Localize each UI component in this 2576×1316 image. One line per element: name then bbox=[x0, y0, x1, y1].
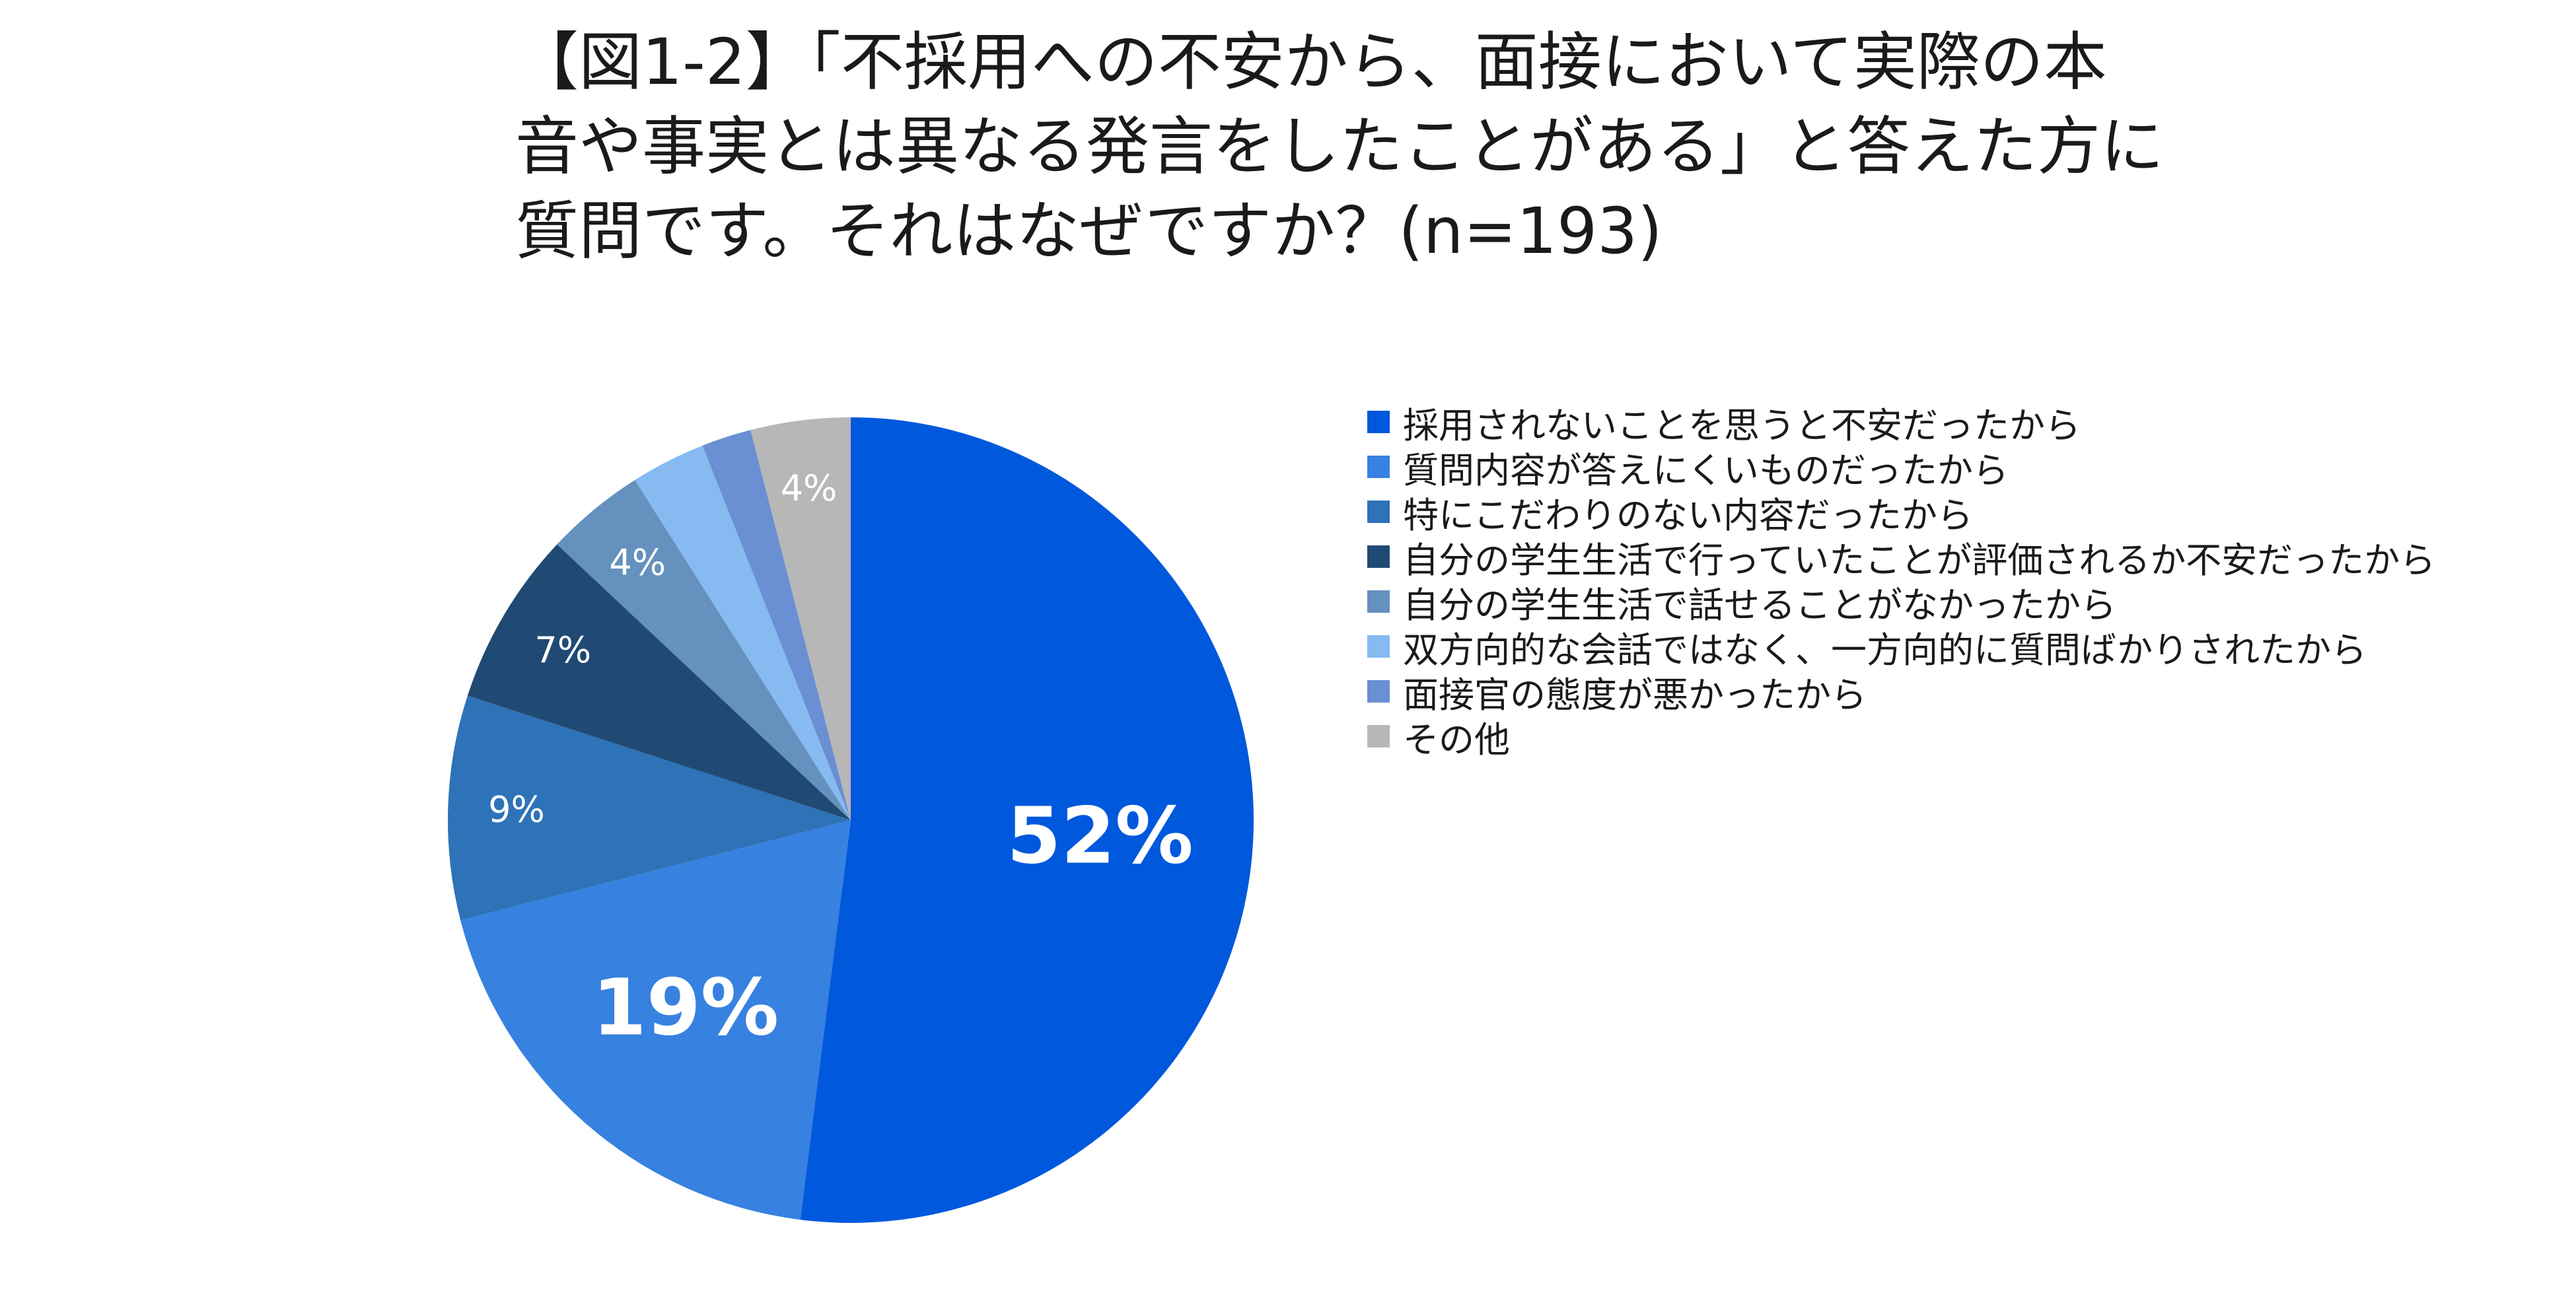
legend-swatch bbox=[1367, 501, 1390, 523]
data-label-1: 52% bbox=[1007, 790, 1193, 882]
legend-label: 採用されないことを思うと不安だったから bbox=[1403, 404, 2081, 446]
legend-label: 特にこだわりのない内容だったから bbox=[1403, 494, 1973, 536]
legend-item-5: 自分の学生生活で話せることがなかったから bbox=[1367, 579, 2435, 626]
title-line-3: 質問です。それはなぜですか？(n=193) bbox=[515, 194, 1663, 268]
legend-item-8: その他 bbox=[1367, 714, 2435, 761]
data-label-3: 9% bbox=[488, 789, 545, 831]
legend-item-7: 面接官の態度が悪かったから bbox=[1367, 669, 2435, 716]
data-label-4: 7% bbox=[534, 629, 591, 671]
pie-slice-4 bbox=[467, 544, 851, 820]
legend-item-3: 特にこだわりのない内容だったから bbox=[1367, 489, 2435, 536]
pie-slice-2 bbox=[460, 820, 851, 1220]
data-label-5: 4% bbox=[609, 541, 666, 583]
chart-title: 【図1-2】「不採用への不安から、面接において実際の本 音や事実とは異なる発言を… bbox=[515, 20, 2299, 273]
legend-swatch bbox=[1367, 635, 1390, 658]
legend-swatch bbox=[1367, 725, 1390, 747]
legend-swatch bbox=[1367, 545, 1390, 568]
pie-slices bbox=[448, 417, 1254, 1223]
legend-label: 質問内容が答えにくいものだったから bbox=[1403, 449, 2009, 491]
pie-slice-7 bbox=[702, 430, 851, 820]
data-label-8: 4% bbox=[781, 468, 838, 509]
pie-data-labels: 52% 19% 9% 7% 4% 4% bbox=[488, 468, 1194, 1053]
pie-slice-6 bbox=[635, 445, 851, 820]
title-line-1: 【図1-2】「不採用への不安から、面接において実際の本 bbox=[515, 25, 2107, 99]
legend-item-6: 双方向的な会話ではなく、一方向的に質問ばかりされたから bbox=[1367, 624, 2435, 671]
legend-item-2: 質問内容が答えにくいものだったから bbox=[1367, 444, 2435, 491]
data-label-2: 19% bbox=[592, 962, 779, 1053]
legend-swatch bbox=[1367, 680, 1390, 703]
pie-slice-5 bbox=[557, 479, 851, 820]
legend-label: 面接官の態度が悪かったから bbox=[1403, 674, 1867, 716]
legend-label: その他 bbox=[1403, 718, 1510, 761]
legend-item-1: 採用されないことを思うと不安だったから bbox=[1367, 399, 2435, 446]
legend-swatch bbox=[1367, 456, 1390, 478]
chart-legend: 採用されないことを思うと不安だったから 質問内容が答えにくいものだったから 特にこだ… bbox=[1367, 399, 2435, 761]
legend-item-4: 自分の学生生活で行っていたことが評価されるか不安だったから bbox=[1367, 534, 2435, 581]
legend-swatch bbox=[1367, 590, 1390, 613]
legend-label: 双方向的な会話ではなく、一方向的に質問ばかりされたから bbox=[1403, 629, 2367, 671]
pie-slice-8 bbox=[750, 417, 851, 820]
legend-swatch bbox=[1367, 411, 1390, 433]
legend-label: 自分の学生生活で話せることがなかったから bbox=[1403, 584, 2116, 626]
pie-slice-1 bbox=[800, 417, 1254, 1223]
pie-slice-3 bbox=[448, 695, 851, 920]
title-line-2: 音や事実とは異なる発言をしたことがある」と答えた方に bbox=[515, 110, 2164, 184]
legend-label: 自分の学生生活で行っていたことが評価されるか不安だったから bbox=[1403, 539, 2436, 581]
